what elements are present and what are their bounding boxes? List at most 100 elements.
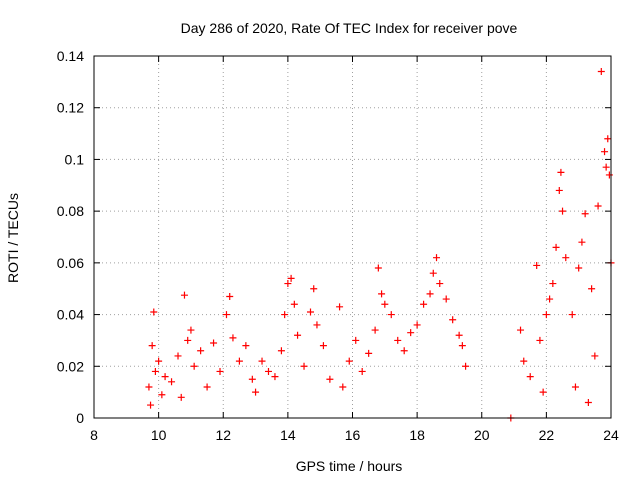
data-point [313, 321, 321, 329]
data-points [145, 68, 615, 422]
data-point [155, 357, 163, 365]
data-point [222, 311, 230, 319]
grid-lines [94, 56, 611, 418]
data-point [594, 202, 602, 210]
data-point [371, 326, 379, 334]
data-point [190, 362, 198, 370]
data-point [520, 357, 528, 365]
data-point [203, 383, 211, 391]
data-point [387, 311, 395, 319]
data-point [145, 383, 153, 391]
data-point [533, 261, 541, 269]
x-tick-label: 22 [539, 427, 555, 443]
data-point [394, 336, 402, 344]
data-point [210, 339, 218, 347]
data-point [552, 243, 560, 251]
data-point [420, 300, 428, 308]
data-point [526, 373, 534, 381]
data-point [319, 342, 327, 350]
x-tick-label: 8 [90, 427, 98, 443]
data-point [197, 347, 205, 355]
x-tick-label: 10 [151, 427, 167, 443]
data-point [559, 207, 567, 215]
data-point [597, 68, 605, 76]
data-point [400, 347, 408, 355]
data-point [147, 401, 155, 409]
data-point [248, 375, 256, 383]
y-tick-label: 0.08 [57, 203, 84, 219]
data-point [339, 383, 347, 391]
data-point [542, 311, 550, 319]
data-point [591, 352, 599, 360]
data-point [358, 367, 366, 375]
data-point [588, 285, 596, 293]
data-point [281, 311, 289, 319]
data-point [562, 254, 570, 262]
data-point [180, 291, 188, 299]
data-point [381, 300, 389, 308]
data-point [336, 303, 344, 311]
x-tick-label: 14 [280, 427, 296, 443]
data-point [584, 398, 592, 406]
tick-labels: 8 10 12 14 16 18 20 22 24 0 0.02 0.04 0.06 0.08 0.1 0.1… [57, 48, 619, 443]
data-point [455, 331, 463, 339]
data-point [306, 308, 314, 316]
data-point [326, 375, 334, 383]
x-tick-label: 18 [409, 427, 425, 443]
y-tick-label: 0.04 [57, 307, 84, 323]
data-point [177, 393, 185, 401]
data-point [216, 367, 224, 375]
data-point [287, 274, 295, 282]
data-point [235, 357, 243, 365]
data-point [229, 334, 237, 342]
data-point [557, 168, 565, 176]
data-point [226, 292, 234, 300]
data-point [436, 280, 444, 288]
data-point [555, 186, 563, 194]
x-tick-label: 16 [345, 427, 361, 443]
data-point [187, 326, 195, 334]
y-axis-label: ROTI / TECUs [5, 193, 21, 283]
data-point [365, 349, 373, 357]
data-point [458, 342, 466, 350]
data-point [536, 336, 544, 344]
data-point [442, 295, 450, 303]
data-point [571, 383, 579, 391]
chart-title: Day 286 of 2020, Rate Of TEC Index for r… [181, 20, 518, 36]
data-point [148, 342, 156, 350]
data-point [174, 352, 182, 360]
data-point [158, 391, 166, 399]
y-tick-label: 0.12 [57, 100, 84, 116]
data-point [575, 264, 583, 272]
data-point [407, 329, 415, 337]
data-point [374, 264, 382, 272]
data-point [539, 388, 547, 396]
data-point [413, 321, 421, 329]
data-point [242, 342, 250, 350]
data-point [568, 311, 576, 319]
y-tick-label: 0.06 [57, 255, 84, 271]
data-point [352, 336, 360, 344]
x-tick-label: 20 [474, 427, 490, 443]
data-point [605, 171, 613, 179]
data-point [277, 347, 285, 355]
data-point [271, 373, 279, 381]
data-point [433, 254, 441, 262]
data-point [602, 163, 610, 171]
data-point [601, 148, 609, 156]
y-tick-label: 0.14 [57, 48, 84, 64]
data-point [161, 373, 169, 381]
data-point [462, 362, 470, 370]
data-point [517, 326, 525, 334]
data-point [184, 336, 192, 344]
data-point [300, 362, 308, 370]
data-point [581, 210, 589, 218]
data-point [426, 290, 434, 298]
x-tick-label: 24 [603, 427, 619, 443]
data-point [310, 285, 318, 293]
data-point [290, 300, 298, 308]
data-point [168, 378, 176, 386]
data-point [264, 367, 272, 375]
